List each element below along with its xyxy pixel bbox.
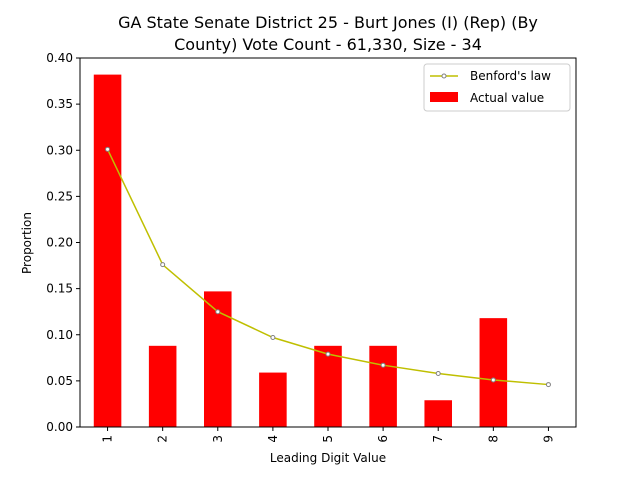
y-axis: 0.00 0.05 0.10 0.15 0.20 0.25 0.30 0.35 0.40: [46, 51, 80, 434]
x-tick-label: 8: [486, 435, 500, 443]
benford-point-digit-6: [380, 362, 386, 368]
benford-point-digit-1: [105, 146, 111, 152]
x-tick-label: 2: [156, 435, 170, 443]
legend-label-benford: Benford's law: [470, 69, 551, 83]
bar-digit-1: [93, 74, 122, 427]
y-tick-label: 0.35: [46, 97, 73, 111]
y-tick-label: 0.10: [46, 328, 73, 342]
x-tick-label: 3: [211, 435, 225, 443]
bar-series-actual: [93, 74, 508, 427]
x-tick-label: 6: [376, 435, 390, 443]
bar-digit-7: [424, 400, 452, 427]
chart-title-line-1: GA State Senate District 25 - Burt Jones…: [118, 13, 538, 32]
x-axis: 1 2 3 4 5 6 7 8 9: [101, 427, 555, 443]
benford-point-digit-8: [490, 377, 496, 383]
x-tick-label: 4: [266, 435, 280, 443]
x-tick-label: 5: [321, 435, 335, 443]
legend-line-marker: [441, 73, 447, 79]
x-tick-label: 9: [541, 435, 555, 443]
y-tick-label: 0.20: [46, 236, 73, 250]
legend-bar-swatch: [430, 92, 458, 102]
bar-digit-2: [148, 345, 177, 427]
benford-point-digit-7: [435, 370, 441, 376]
y-tick-label: 0.30: [46, 143, 73, 157]
bar-digit-6: [369, 345, 397, 427]
benford-point-digit-4: [270, 335, 276, 341]
x-tick-label: 1: [101, 435, 115, 443]
x-tick-label: 7: [431, 435, 445, 443]
bar-digit-4: [259, 372, 287, 427]
legend-box: [423, 63, 571, 112]
benford-point-digit-3: [215, 309, 221, 315]
bar-digit-8: [479, 318, 508, 427]
benford-point-digit-9: [545, 382, 551, 388]
chart-title-line-2: County) Vote Count - 61,330, Size - 34: [174, 35, 482, 54]
y-axis-label: Proportion: [20, 212, 34, 274]
y-tick-label: 0.25: [46, 189, 73, 203]
legend-label-actual: Actual value: [470, 91, 544, 105]
benford-point-digit-2: [160, 262, 166, 268]
legend: Benford's law Actual value: [423, 63, 571, 112]
line-series-benford: [105, 146, 551, 388]
benford-point-digit-5: [325, 351, 331, 357]
y-tick-label: 0.05: [46, 374, 73, 388]
y-tick-label: 0.15: [46, 282, 73, 296]
bar-digit-5: [314, 345, 342, 427]
x-axis-label: Leading Digit Value: [270, 451, 386, 465]
y-tick-label: 0.40: [46, 51, 73, 65]
y-tick-label: 0.00: [46, 420, 73, 434]
